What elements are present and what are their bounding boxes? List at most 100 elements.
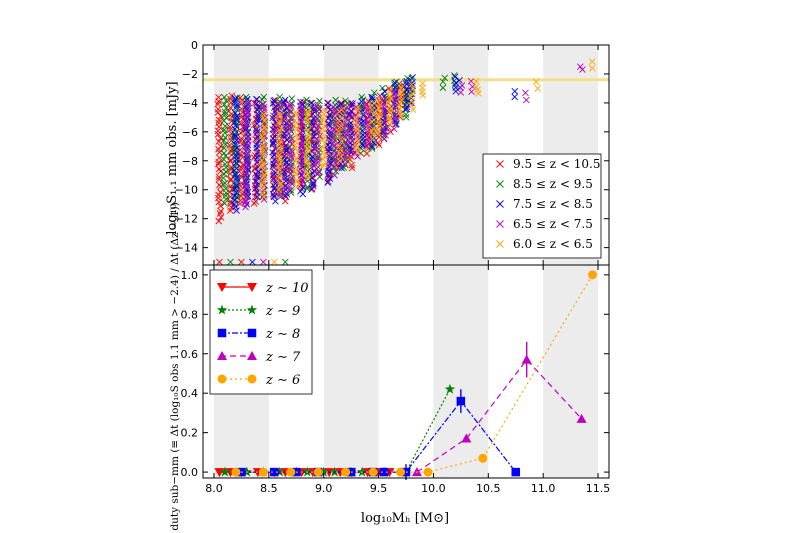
scatter-point-stroke xyxy=(407,93,414,101)
scatter-point-stroke xyxy=(386,114,393,121)
legend-label: 7.5 ≤ z < 8.5 xyxy=(513,197,593,211)
scatter-point-stroke xyxy=(382,131,389,139)
scatter-point-stroke xyxy=(217,202,224,210)
scatter-point-stroke xyxy=(303,139,311,146)
scatter-point xyxy=(260,129,268,136)
scatter-point xyxy=(303,108,311,115)
scatter-point-stroke xyxy=(220,156,228,163)
scatter-point-stroke xyxy=(252,164,259,172)
scatter-point-stroke xyxy=(271,169,279,176)
scatter-point-stroke xyxy=(283,190,291,198)
scatter-point-stroke xyxy=(215,217,223,225)
scatter-point-stroke xyxy=(286,101,294,108)
scatter-point-stroke xyxy=(369,130,377,138)
scatter-point xyxy=(395,101,403,109)
scatter-point xyxy=(343,150,351,157)
scatter-point-stroke xyxy=(496,200,504,208)
scatter-point-stroke xyxy=(275,151,283,159)
scatter-point-stroke xyxy=(281,258,289,266)
scatter-point xyxy=(243,169,251,177)
scatter-point-stroke xyxy=(222,141,229,148)
scatter-point xyxy=(233,144,241,152)
scatter-point xyxy=(368,93,376,101)
scatter-point xyxy=(376,101,384,109)
scatter-point-stroke xyxy=(260,181,268,189)
scatter-point-stroke xyxy=(342,97,349,104)
top-y-axis-label: log₁₀S₁.₁ mm obs. [mJy] xyxy=(165,81,180,234)
scatter-point xyxy=(258,133,266,140)
scatter-point-stroke xyxy=(325,119,332,127)
legend-box xyxy=(482,153,602,259)
scatter-point-stroke xyxy=(324,165,332,172)
scatter-point-stroke xyxy=(217,135,224,142)
scatter-point-stroke xyxy=(386,87,394,95)
scatter-point xyxy=(287,153,295,160)
scatter-point-stroke xyxy=(337,122,345,130)
scatter-point-stroke xyxy=(364,136,371,144)
scatter-point-stroke xyxy=(253,110,261,118)
scatter-point-stroke xyxy=(302,151,309,159)
scatter-point xyxy=(335,128,343,135)
scatter-point xyxy=(231,97,239,105)
scatter-point-stroke xyxy=(242,197,249,204)
scatter-point xyxy=(303,96,310,104)
scatter-point xyxy=(364,136,371,144)
scatter-point-stroke xyxy=(275,186,283,194)
scatter-point xyxy=(325,114,332,122)
scatter-point-stroke xyxy=(308,99,316,107)
scatter-point-stroke xyxy=(364,119,371,126)
scatter-point-stroke xyxy=(260,166,267,174)
scatter-point xyxy=(511,87,519,95)
scatter-point xyxy=(305,162,313,170)
scatter-point-stroke xyxy=(233,115,241,123)
marker-square xyxy=(379,467,389,477)
scatter-point xyxy=(269,141,277,148)
scatter-point-stroke xyxy=(294,159,302,167)
scatter-point xyxy=(293,120,300,127)
scatter-point-stroke xyxy=(302,161,310,169)
scatter-point-stroke xyxy=(354,149,362,156)
scatter-point-stroke xyxy=(380,113,388,120)
scatter-point xyxy=(245,99,252,107)
scatter-point xyxy=(472,77,480,85)
scatter-point-stroke xyxy=(395,109,403,117)
scatter-point xyxy=(385,99,392,106)
scatter-point-stroke xyxy=(232,203,239,211)
scatter-point-stroke xyxy=(260,129,268,136)
scatter-point-stroke xyxy=(469,83,476,91)
scatter-point xyxy=(379,84,386,92)
scatter-point xyxy=(222,104,230,112)
scatter-point-stroke xyxy=(365,123,373,131)
scatter-point xyxy=(269,140,277,148)
scatter-point xyxy=(343,115,351,123)
scatter-point xyxy=(253,178,260,185)
scatter-point xyxy=(297,187,304,195)
top-legend: 9.5 ≤ z < 10.5 8.5 ≤ z < 9.5 7.5 ≤ z < 8.5… xyxy=(482,153,602,259)
x-tick-label: 9.5 xyxy=(370,482,388,495)
scatter-point-stroke xyxy=(231,118,238,126)
scatter-point-stroke xyxy=(294,134,301,141)
scatter-point-stroke xyxy=(293,165,301,173)
scatter-point xyxy=(318,144,326,151)
scatter-point xyxy=(216,258,223,266)
scatter-point-stroke xyxy=(336,142,343,150)
scatter-point-stroke xyxy=(298,132,306,139)
scatter-point-stroke xyxy=(331,110,339,117)
scatter-point xyxy=(363,108,370,116)
scatter-point xyxy=(275,162,282,170)
scatter-point-stroke xyxy=(227,95,234,103)
scatter-point-stroke xyxy=(343,103,351,111)
scatter-point-stroke xyxy=(221,200,228,207)
marker-circle xyxy=(258,467,268,477)
scatter-point-stroke xyxy=(409,106,417,113)
scatter-point xyxy=(354,138,362,146)
scatter-point-stroke xyxy=(376,96,384,104)
scatter-point-stroke xyxy=(304,117,311,124)
scatter-point xyxy=(260,142,268,149)
scatter-point-stroke xyxy=(314,139,322,147)
scatter-point xyxy=(254,106,261,114)
legend-label: 6.0 ≤ z < 6.5 xyxy=(513,237,593,251)
scatter-point-stroke xyxy=(260,173,267,181)
scatter-point-stroke xyxy=(297,187,304,195)
scatter-point xyxy=(439,78,447,86)
